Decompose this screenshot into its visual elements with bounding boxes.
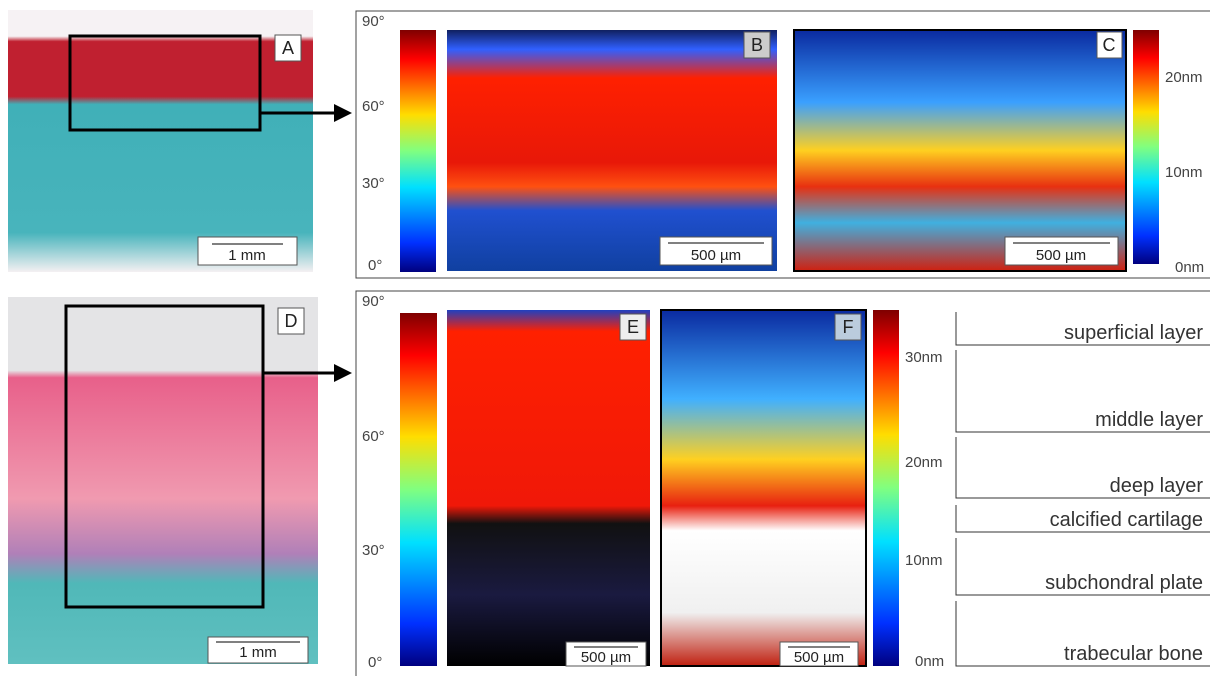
layer-brackets: superficial layer middle layer deep layer c… [955, 312, 1210, 667]
label-box [277, 307, 305, 335]
colorbar [400, 313, 437, 666]
image-b [447, 30, 777, 271]
layer-label: deep layer [1110, 475, 1204, 497]
tick-label: 60° [362, 98, 385, 115]
scale-box [1004, 236, 1119, 266]
label-box [1096, 31, 1123, 59]
panel-label: B [751, 35, 763, 55]
layer-bracket [955, 601, 1210, 667]
scale-text: 500 µm [1036, 247, 1086, 264]
colorbar [400, 30, 436, 272]
panel-label: C [1103, 35, 1116, 55]
layer-label: calcified cartilage [1050, 509, 1203, 531]
tick-label: 90° [362, 293, 385, 310]
label-box [743, 31, 771, 59]
scale-box [779, 641, 859, 667]
panel-label: D [285, 311, 298, 331]
tick-label: 10nm [905, 552, 943, 569]
scale-text: 500 µm [794, 649, 844, 666]
scale-box [197, 236, 298, 266]
tick-label: 30nm [905, 349, 943, 366]
image-e [447, 310, 650, 666]
label-box [274, 34, 302, 62]
arrow-head [334, 364, 352, 382]
scale-box [659, 236, 773, 266]
tick-label: 0nm [915, 653, 944, 670]
image-c [793, 29, 1127, 272]
colorbar [873, 310, 899, 666]
roi-box [64, 304, 265, 609]
roi-box [68, 34, 262, 132]
frame [355, 10, 1210, 279]
tick-label: 30° [362, 175, 385, 192]
layer-bracket [955, 505, 1210, 533]
layer-label: trabecular bone [1064, 643, 1203, 665]
layer-bracket [955, 437, 1210, 499]
scale-box [207, 636, 309, 664]
tick-label: 20nm [1165, 69, 1203, 86]
image-d [8, 297, 318, 664]
panel-label: E [627, 317, 639, 337]
image-a [8, 10, 313, 272]
scale-text: 1 mm [239, 644, 277, 661]
layer-label: subchondral plate [1045, 572, 1203, 594]
tick-label: 10nm [1165, 164, 1203, 181]
tick-label: 60° [362, 428, 385, 445]
layer-label: middle layer [1095, 409, 1203, 431]
scale-text: 500 µm [691, 247, 741, 264]
arrow-head [334, 104, 352, 122]
panel-label: F [843, 317, 854, 337]
layer-label: superficial layer [1064, 322, 1203, 344]
colorbar [1133, 30, 1159, 264]
image-f [660, 309, 867, 667]
frame [355, 290, 1210, 676]
tick-label: 0nm [1175, 259, 1204, 276]
layer-bracket [955, 538, 1210, 596]
tick-label: 0° [368, 257, 382, 274]
tick-label: 30° [362, 542, 385, 559]
tick-label: 0° [368, 654, 382, 671]
scale-text: 500 µm [581, 649, 631, 666]
layer-bracket [955, 312, 1210, 346]
scale-text: 1 mm [228, 247, 266, 264]
tick-label: 20nm [905, 454, 943, 471]
panel-label: A [282, 38, 294, 58]
label-box [834, 313, 862, 341]
tick-label: 90° [362, 13, 385, 30]
label-box [619, 313, 647, 341]
layer-bracket [955, 350, 1210, 433]
scale-box [565, 641, 647, 667]
